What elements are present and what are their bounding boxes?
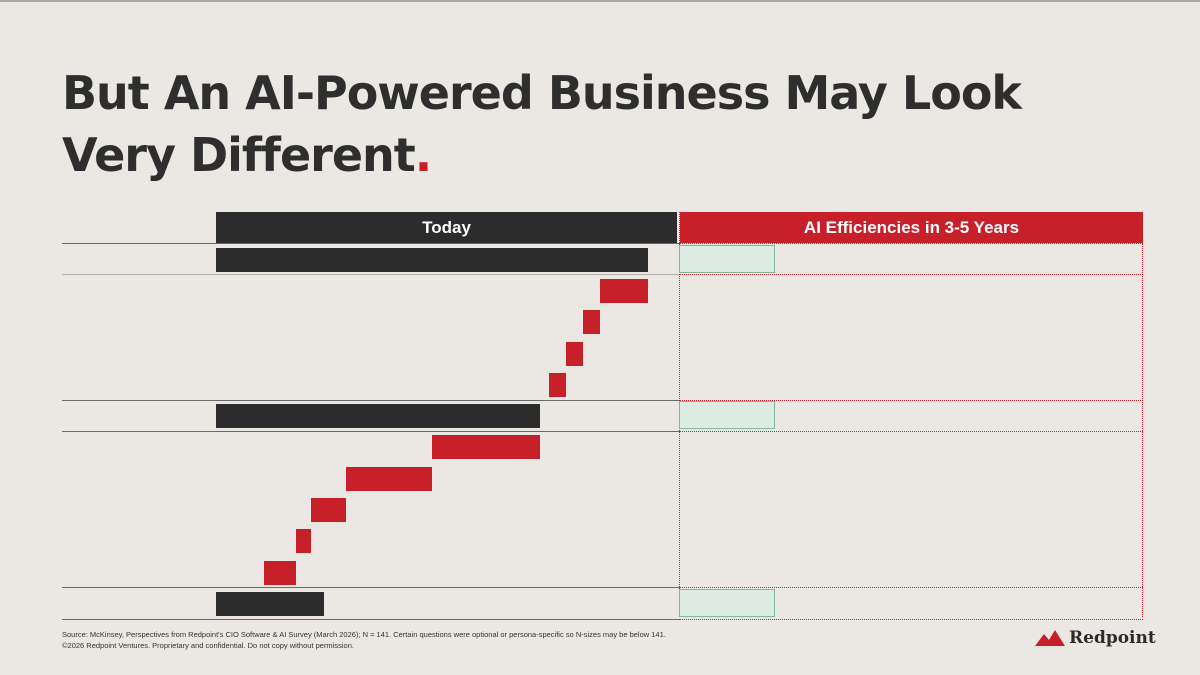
ai-change-value (680, 249, 776, 269)
ai-description (788, 499, 1138, 519)
row-divider (62, 274, 679, 276)
ai-description (788, 405, 1138, 425)
row-divider (62, 430, 679, 432)
ai-description (788, 249, 1138, 269)
ai-change-value (680, 311, 776, 331)
bar-gross-profit (216, 404, 540, 429)
ai-change-highlight (679, 244, 775, 273)
logo-text: Redpoint (1069, 628, 1156, 648)
ai-row-divider (679, 243, 1143, 244)
ai-section-right-border (1142, 243, 1143, 617)
ai-change-value (680, 343, 776, 363)
ai-row-divider (679, 399, 1143, 401)
redpoint-logo: Redpoint (1035, 628, 1156, 648)
ai-change-value (680, 562, 776, 582)
category-label (62, 436, 208, 456)
row-divider (62, 618, 679, 620)
ai-row-divider (679, 618, 1143, 620)
ai-description (788, 530, 1138, 550)
ai-change-value (680, 593, 776, 613)
ai-change-highlight (679, 588, 775, 617)
bar-ebitda (216, 591, 324, 616)
row-divider (62, 243, 679, 244)
bar-support-functions (263, 560, 296, 585)
bar-customer-support (583, 310, 601, 335)
ai-description (788, 311, 1138, 331)
category-label (62, 311, 208, 331)
category-label (62, 343, 208, 363)
source-note: Source: McKinsey, Perspectives from Redp… (62, 630, 666, 639)
bar-customer-success (565, 341, 584, 366)
ai-description (788, 436, 1138, 456)
ai-row-divider (679, 587, 1143, 589)
category-label (62, 280, 208, 300)
page-title: But An AI-Powered Business May Look Very… (62, 66, 1022, 182)
redpoint-mountain-icon (1035, 630, 1065, 646)
ai-description (788, 562, 1138, 582)
category-label (62, 530, 208, 550)
ai-description (788, 280, 1138, 300)
ai-change-value (680, 374, 776, 394)
bar-r-d (432, 435, 540, 460)
category-label (62, 405, 208, 425)
ai-row-divider (679, 274, 1143, 276)
ai-change-value (680, 468, 776, 488)
footnote: Source: McKinsey, Perspectives from Redp… (62, 629, 666, 651)
header-today: Today (216, 212, 677, 243)
top-rule (0, 0, 1200, 2)
ai-change-value (680, 436, 776, 456)
bar-sales (345, 466, 432, 491)
row-divider (62, 399, 679, 401)
category-label (62, 249, 208, 269)
ai-change-value (680, 499, 776, 519)
ai-change-highlight (679, 401, 775, 430)
ai-change-value (680, 530, 776, 550)
category-label (62, 562, 208, 582)
ai-change-value (680, 280, 776, 300)
header-ai-efficiencies: AI Efficiencies in 3-5 Years (680, 212, 1143, 243)
bar-infra-cloud (600, 278, 648, 303)
ai-row-divider (679, 430, 1143, 432)
category-label (62, 468, 208, 488)
category-label (62, 499, 208, 519)
bar-professional-services (548, 372, 566, 397)
bar-marketing (311, 498, 346, 523)
ai-description (788, 343, 1138, 363)
row-divider (62, 587, 679, 589)
ai-description (788, 374, 1138, 394)
ai-description (788, 468, 1138, 488)
bar-revenue (216, 247, 648, 272)
category-label (62, 593, 208, 613)
ai-change-value (680, 405, 776, 425)
copyright-note: ©2026 Redpoint Ventures. Proprietary and… (62, 641, 354, 650)
bar-it (295, 529, 312, 554)
category-label (62, 374, 208, 394)
